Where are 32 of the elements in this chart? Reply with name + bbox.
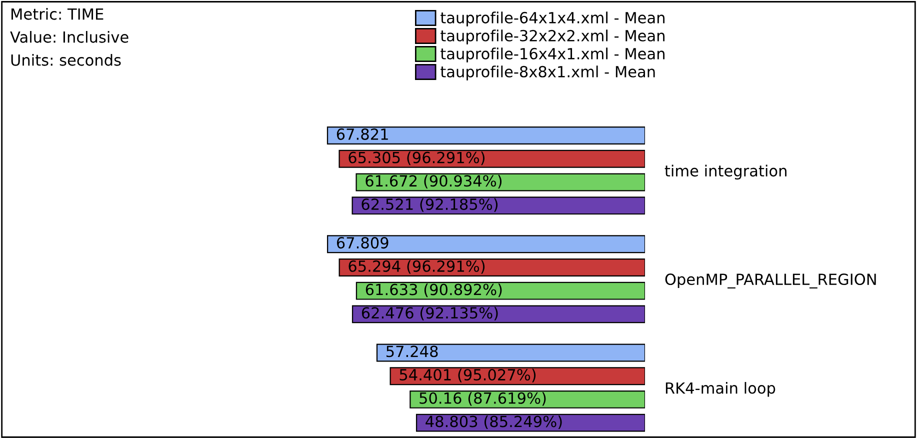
data-label: 48.803 (85.249%) [426, 415, 562, 430]
data-label: 65.305 (96.291%) [348, 152, 485, 166]
bar [410, 390, 645, 408]
bar [356, 282, 645, 300]
legend-label: tauprofile-8x8x1.xml - Mean [440, 66, 655, 80]
legend-label: tauprofile-64x1x4.xml - Mean [440, 12, 664, 26]
data-label: 62.476 (92.135%) [362, 306, 498, 320]
bar [352, 305, 645, 324]
text: Metric: TIME [12, 8, 104, 20]
data-label: 54.401 (95.027%) [400, 368, 536, 382]
data-label: 61.672 (90.934%) [366, 174, 502, 188]
data-label: 62.521 (92.185%) [362, 198, 498, 212]
bar [352, 196, 645, 215]
bar [390, 367, 645, 386]
data-label: 57.248 [386, 346, 438, 358]
text: Value: Inclusive [10, 31, 128, 43]
bar [338, 258, 645, 276]
bar [338, 150, 645, 168]
data-label: 61.633 (90.892%) [366, 283, 502, 298]
text: Units: seconds [11, 54, 121, 66]
y-tick-label: OpenMP_PARALLEL_REGION [665, 274, 876, 288]
data-label: 50.16 (87.619%) [420, 392, 546, 406]
data-label: 65.294 (96.291%) [348, 260, 485, 274]
y-tick-label: RK4-main loop [666, 382, 776, 397]
data-label: 67.821 [336, 128, 388, 140]
bar [327, 235, 645, 254]
y-tick-label: time integration [664, 164, 786, 180]
legend-label: tauprofile-32x2x2.xml - Mean [440, 30, 664, 44]
data-label: 67.809 [336, 237, 388, 249]
legend-label: tauprofile-16x4x1.xml - Mean [440, 48, 664, 62]
bar [326, 126, 645, 144]
bar [376, 344, 645, 362]
